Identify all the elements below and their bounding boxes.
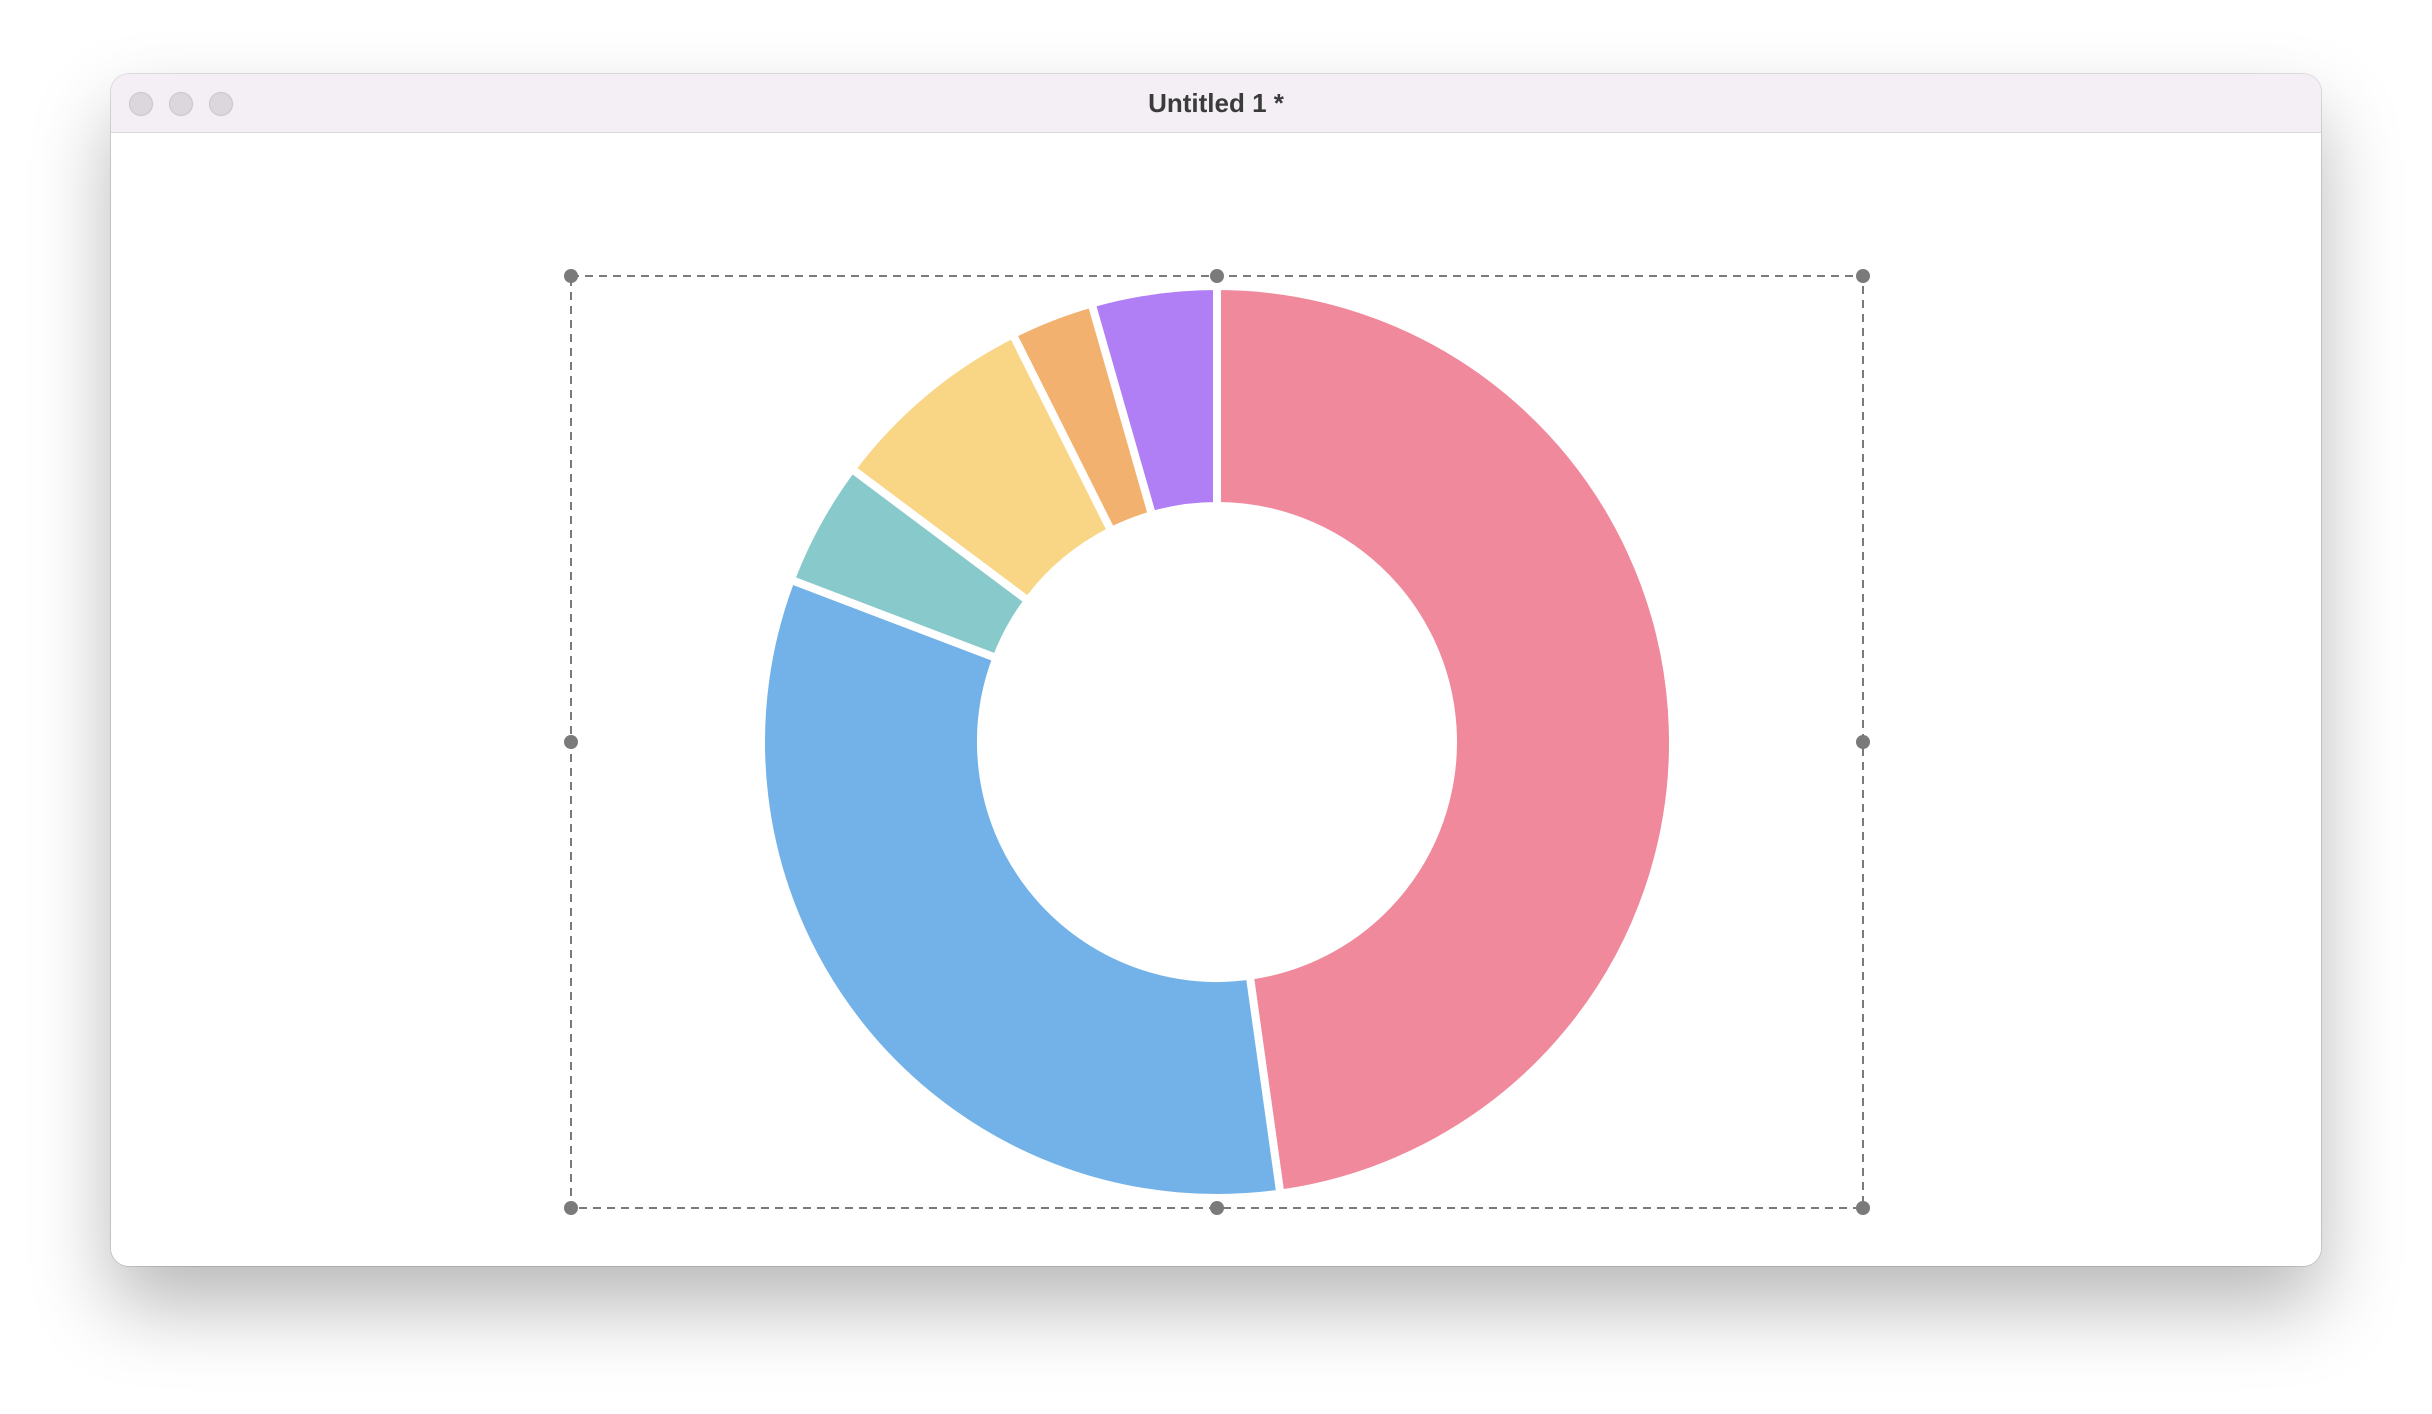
resize-handle-top-center[interactable]: [1210, 269, 1224, 283]
resize-handle-bottom-left[interactable]: [564, 1201, 578, 1215]
resize-handle-middle-right[interactable]: [1856, 735, 1870, 749]
donut-chart[interactable]: [111, 133, 2321, 1266]
app-window: Untitled 1 *: [111, 74, 2321, 1266]
close-button-icon[interactable]: [129, 92, 153, 116]
resize-handle-top-left[interactable]: [564, 269, 578, 283]
resize-handle-middle-left[interactable]: [564, 735, 578, 749]
resize-handle-bottom-center[interactable]: [1210, 1201, 1224, 1215]
document-canvas[interactable]: [111, 133, 2321, 1266]
window-title: Untitled 1 *: [1148, 88, 1284, 118]
title-bar[interactable]: Untitled 1 *: [111, 74, 2321, 133]
zoom-button-icon[interactable]: [209, 92, 233, 116]
minimize-button-icon[interactable]: [169, 92, 193, 116]
chart-slices: [757, 281, 1677, 1202]
resize-handle-bottom-right[interactable]: [1856, 1201, 1870, 1215]
donut-slice-1[interactable]: [1213, 281, 1677, 1199]
selection-handles: [564, 269, 1870, 1215]
resize-handle-top-right[interactable]: [1856, 269, 1870, 283]
donut-slice-6[interactable]: [1086, 281, 1221, 521]
donut-slice-2[interactable]: [757, 574, 1285, 1202]
